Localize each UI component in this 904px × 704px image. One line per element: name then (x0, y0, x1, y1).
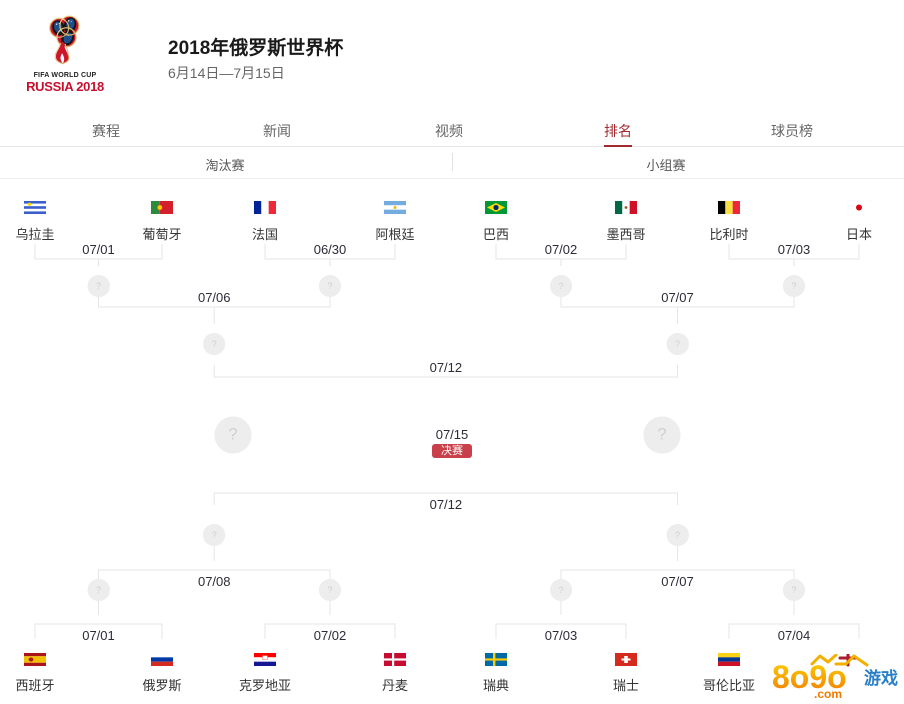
svg-text:.com: .com (814, 687, 842, 700)
svg-text:游戏: 游戏 (864, 668, 898, 688)
